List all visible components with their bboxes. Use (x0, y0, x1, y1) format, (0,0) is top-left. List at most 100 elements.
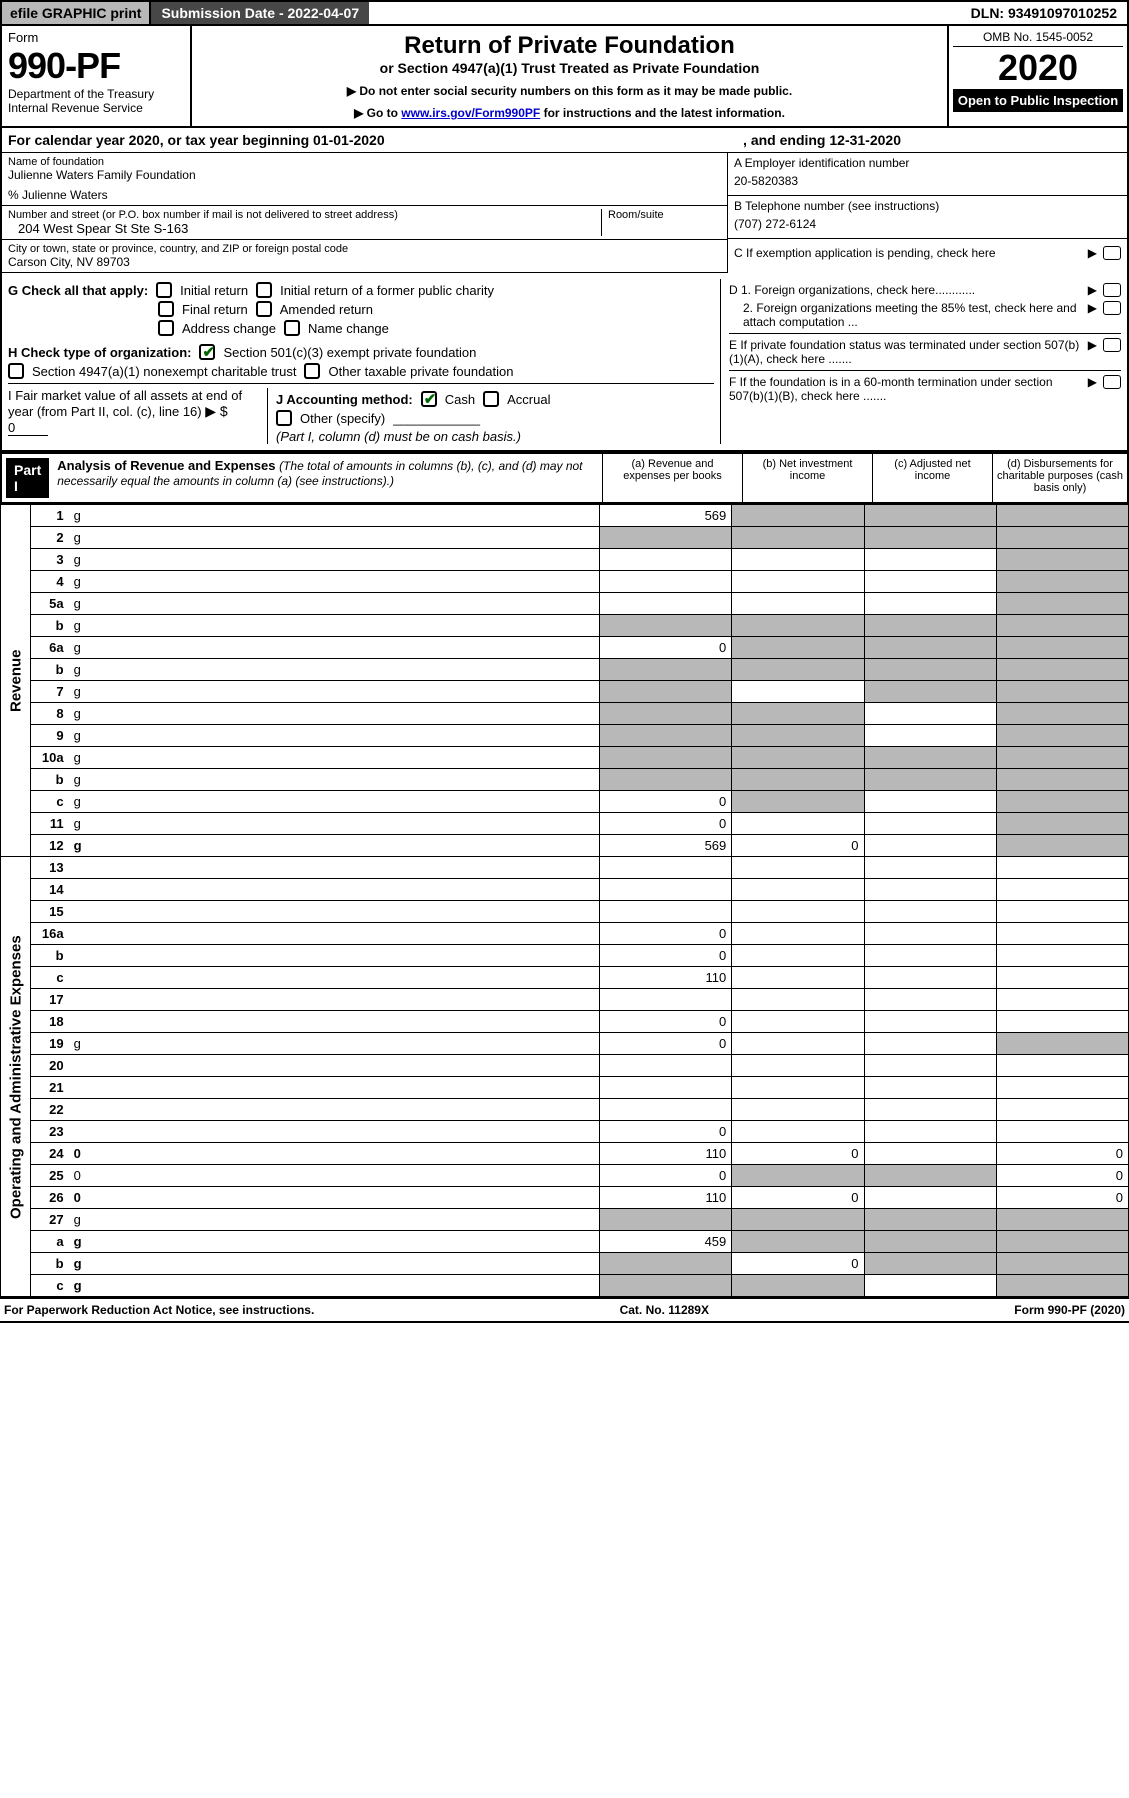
line-number: 1 (31, 505, 69, 527)
h-other-checkbox[interactable] (304, 363, 320, 379)
col-b-cell (732, 1165, 864, 1187)
arrow-icon: ▶ (1088, 301, 1097, 315)
col-b-cell (732, 1275, 864, 1297)
line-description (69, 967, 600, 989)
phone-label: B Telephone number (see instructions) (734, 199, 1121, 213)
header-left: Form 990-PF Department of the Treasury I… (2, 26, 192, 126)
cal-year-end: , and ending 12-31-2020 (743, 132, 901, 148)
col-c-cell (864, 527, 996, 549)
table-row: 12g5690 (1, 835, 1129, 857)
j-cash-checkbox[interactable] (421, 391, 437, 407)
line-number: 22 (31, 1099, 69, 1121)
foundation-name-cell: Name of foundation Julienne Waters Famil… (2, 153, 727, 206)
col-d-cell (996, 901, 1128, 923)
calendar-year-row: For calendar year 2020, or tax year begi… (0, 128, 1129, 153)
col-d-header: (d) Disbursements for charitable purpose… (992, 454, 1127, 502)
col-c-cell (864, 989, 996, 1011)
col-b-cell (732, 1099, 864, 1121)
open-to-public: Open to Public Inspection (953, 89, 1123, 112)
d2-checkbox[interactable] (1103, 301, 1121, 315)
efile-print-button[interactable]: efile GRAPHIC print (2, 2, 151, 24)
line-number: 12 (31, 835, 69, 857)
col-c-cell (864, 1143, 996, 1165)
col-a-cell: 459 (600, 1231, 732, 1253)
c-checkbox[interactable] (1103, 246, 1121, 260)
g-initial-former-checkbox[interactable] (256, 282, 272, 298)
table-row: bg (1, 659, 1129, 681)
j-other-checkbox[interactable] (276, 410, 292, 426)
g-final-checkbox[interactable] (158, 301, 174, 317)
col-a-cell: 110 (600, 967, 732, 989)
f-checkbox[interactable] (1103, 375, 1121, 389)
f-label: F If the foundation is in a 60-month ter… (729, 375, 1088, 403)
section-i: I Fair market value of all assets at end… (8, 388, 268, 444)
h-501c3-checkbox[interactable] (199, 344, 215, 360)
line-description: g (69, 1253, 600, 1275)
line-number: 13 (31, 857, 69, 879)
line-number: 23 (31, 1121, 69, 1143)
line-description: g (69, 1209, 600, 1231)
e-checkbox[interactable] (1103, 338, 1121, 352)
addr-label: Number and street (or P.O. box number if… (8, 209, 601, 221)
line-description (69, 945, 600, 967)
col-d-cell (996, 1275, 1128, 1297)
col-b-cell (732, 1231, 864, 1253)
line-number: 10a (31, 747, 69, 769)
table-row: bg0 (1, 1253, 1129, 1275)
col-b-cell (732, 703, 864, 725)
exemption-cell: C If exemption application is pending, c… (728, 239, 1127, 267)
col-d-cell (996, 1099, 1128, 1121)
footer-left: For Paperwork Reduction Act Notice, see … (4, 1303, 314, 1317)
table-row: 180 (1, 1011, 1129, 1033)
tax-year: 2020 (953, 47, 1123, 89)
e-label: E If private foundation status was termi… (729, 338, 1088, 366)
h-4947-checkbox[interactable] (8, 363, 24, 379)
table-row: cg (1, 1275, 1129, 1297)
col-d-cell (996, 1253, 1128, 1275)
g-amended-checkbox[interactable] (256, 301, 272, 317)
table-row: 10ag (1, 747, 1129, 769)
table-row: Operating and Administrative Expenses13 (1, 857, 1129, 879)
col-c-cell (864, 1231, 996, 1253)
col-d-cell: 0 (996, 1165, 1128, 1187)
city: Carson City, NV 89703 (8, 255, 721, 269)
g-address-checkbox[interactable] (158, 320, 174, 336)
section-h: H Check type of organization: Section 50… (8, 344, 714, 360)
j-accrual-checkbox[interactable] (483, 391, 499, 407)
table-row: 14 (1, 879, 1129, 901)
col-b-cell (732, 527, 864, 549)
arrow-icon: ▶ (1088, 246, 1097, 260)
cal-year-begin: For calendar year 2020, or tax year begi… (8, 132, 385, 148)
submission-date: Submission Date - 2022-04-07 (151, 2, 369, 24)
g-name-checkbox[interactable] (284, 320, 300, 336)
table-row: bg (1, 615, 1129, 637)
line-number: 16a (31, 923, 69, 945)
col-c-cell (864, 945, 996, 967)
d1-checkbox[interactable] (1103, 283, 1121, 297)
line-description: g (69, 1231, 600, 1253)
col-b-cell: 0 (732, 835, 864, 857)
col-a-cell (600, 1099, 732, 1121)
line-number: 15 (31, 901, 69, 923)
col-b-header: (b) Net investment income (742, 454, 872, 502)
col-b-cell (732, 791, 864, 813)
table-row: bg (1, 769, 1129, 791)
col-a-cell: 0 (600, 923, 732, 945)
col-d-cell (996, 1231, 1128, 1253)
line-description (69, 879, 600, 901)
irs-label: Internal Revenue Service (8, 101, 184, 115)
col-b-cell (732, 989, 864, 1011)
col-b-cell (732, 945, 864, 967)
irs-link[interactable]: www.irs.gov/Form990PF (401, 106, 540, 120)
table-row: cg0 (1, 791, 1129, 813)
col-d-cell (996, 703, 1128, 725)
d2-label: 2. Foreign organizations meeting the 85%… (729, 301, 1088, 329)
line-description: g (69, 1275, 600, 1297)
table-row: 17 (1, 989, 1129, 1011)
col-d-cell (996, 615, 1128, 637)
col-a-cell: 0 (600, 791, 732, 813)
foundation-info-block: Name of foundation Julienne Waters Famil… (0, 153, 1129, 273)
g-initial-return-checkbox[interactable] (156, 282, 172, 298)
col-c-cell (864, 769, 996, 791)
line-description: g (69, 593, 600, 615)
